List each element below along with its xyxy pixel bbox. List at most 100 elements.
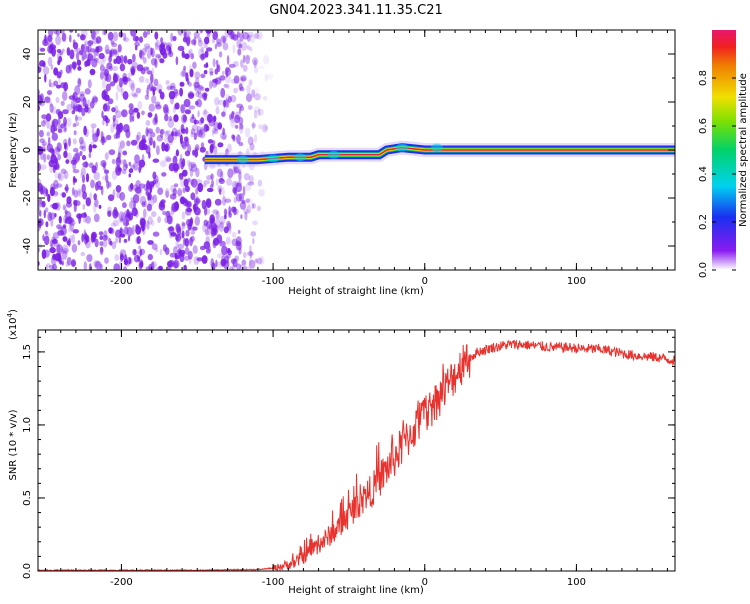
noise-speckle bbox=[120, 159, 127, 165]
noise-speckle bbox=[68, 95, 76, 100]
noise-speckle bbox=[212, 115, 217, 123]
noise-speckle bbox=[202, 110, 209, 117]
noise-speckle bbox=[198, 119, 203, 126]
noise-speckle bbox=[205, 248, 211, 254]
noise-speckle bbox=[160, 160, 167, 168]
noise-speckle bbox=[62, 109, 69, 115]
noise-speckle bbox=[214, 77, 222, 85]
noise-speckle bbox=[94, 260, 102, 270]
noise-speckle bbox=[107, 194, 115, 202]
noise-speckle bbox=[154, 113, 158, 124]
noise-speckle bbox=[72, 138, 77, 145]
noise-speckle bbox=[56, 84, 62, 89]
noise-speckle bbox=[254, 134, 257, 144]
noise-speckle bbox=[155, 247, 159, 253]
noise-speckle bbox=[206, 175, 213, 181]
noise-speckle bbox=[123, 210, 129, 219]
noise-speckle bbox=[63, 116, 67, 127]
noise-speckle bbox=[236, 31, 240, 38]
noise-speckle bbox=[57, 124, 62, 133]
noise-speckle bbox=[107, 31, 114, 41]
noise-speckle bbox=[173, 167, 178, 174]
noise-speckle bbox=[197, 92, 203, 99]
noise-speckle bbox=[154, 58, 158, 68]
noise-speckle bbox=[130, 182, 134, 190]
noise-speckle bbox=[138, 166, 141, 173]
noise-speckle bbox=[72, 176, 76, 186]
noise-speckle bbox=[84, 160, 88, 169]
colorbar-tick-label: 0.0 bbox=[698, 262, 709, 278]
noise-speckle bbox=[52, 238, 58, 244]
noise-speckle bbox=[236, 103, 244, 109]
noise-speckle bbox=[227, 95, 232, 103]
noise-speckle bbox=[147, 216, 153, 225]
noise-speckle bbox=[41, 114, 47, 120]
noise-speckle bbox=[90, 236, 96, 243]
noise-speckle bbox=[123, 258, 129, 266]
noise-speckle bbox=[115, 165, 122, 176]
noise-speckle bbox=[93, 171, 100, 181]
noise-speckle bbox=[138, 245, 142, 250]
noise-speckle bbox=[38, 218, 42, 229]
noise-speckle bbox=[136, 64, 144, 72]
noise-speckle bbox=[203, 63, 209, 68]
noise-speckle bbox=[93, 193, 97, 201]
band-blob bbox=[294, 153, 307, 162]
noise-speckle bbox=[64, 142, 67, 150]
noise-speckle bbox=[128, 168, 134, 174]
noise-speckle bbox=[188, 161, 193, 172]
noise-speckle bbox=[244, 211, 248, 221]
noise-speckle bbox=[191, 178, 198, 188]
noise-speckle bbox=[120, 140, 125, 149]
noise-speckle bbox=[44, 235, 50, 246]
noise-speckle bbox=[200, 73, 206, 79]
noise-speckle bbox=[87, 79, 92, 89]
noise-speckle bbox=[123, 159, 127, 167]
noise-speckle bbox=[232, 187, 237, 194]
noise-speckle bbox=[184, 53, 190, 60]
noise-speckle bbox=[253, 106, 260, 113]
noise-speckle bbox=[146, 203, 153, 212]
noise-speckle bbox=[71, 110, 75, 115]
noise-speckle bbox=[155, 53, 161, 59]
noise-speckle bbox=[257, 108, 264, 116]
noise-speckle bbox=[48, 136, 51, 146]
noise-speckle bbox=[230, 206, 237, 213]
noise-speckle bbox=[173, 246, 178, 255]
noise-speckle bbox=[209, 80, 213, 89]
noise-speckle bbox=[222, 134, 227, 140]
y-tick-label: 0.0 bbox=[22, 563, 33, 579]
noise-speckle bbox=[55, 183, 63, 188]
noise-speckle bbox=[112, 118, 116, 127]
noise-speckle bbox=[118, 215, 125, 224]
noise-speckle bbox=[66, 47, 71, 56]
noise-speckle bbox=[116, 191, 121, 199]
noise-speckle bbox=[49, 247, 56, 254]
noise-speckle bbox=[204, 36, 210, 45]
noise-speckle bbox=[246, 93, 252, 103]
noise-speckle bbox=[89, 101, 95, 109]
noise-speckle bbox=[195, 167, 200, 178]
noise-speckle bbox=[238, 83, 243, 90]
noise-speckle bbox=[128, 257, 131, 265]
noise-speckle bbox=[123, 55, 128, 64]
noise-speckle bbox=[157, 187, 164, 195]
noise-speckle bbox=[172, 107, 176, 114]
noise-speckle bbox=[133, 161, 139, 171]
noise-speckle bbox=[119, 237, 122, 244]
noise-speckle bbox=[137, 100, 143, 110]
noise-speckle bbox=[226, 220, 231, 229]
noise-speckle bbox=[105, 73, 112, 83]
noise-speckle bbox=[110, 222, 117, 227]
noise-speckle bbox=[46, 90, 53, 95]
noise-speckle bbox=[111, 241, 117, 250]
noise-speckle bbox=[152, 171, 157, 180]
noise-speckle bbox=[190, 161, 196, 169]
noise-speckle bbox=[251, 89, 256, 98]
snr-panel: -200 -100 0 100 0.0 0.5 1.0 1.5 Height of stra… bbox=[6, 309, 676, 596]
noise-speckle bbox=[167, 118, 175, 128]
noise-speckle bbox=[184, 109, 191, 115]
noise-speckle bbox=[133, 249, 137, 255]
noise-speckle bbox=[164, 144, 169, 152]
noise-speckle bbox=[76, 59, 82, 66]
